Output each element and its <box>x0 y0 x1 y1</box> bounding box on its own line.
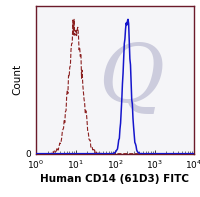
X-axis label: Human CD14 (61D3) FITC: Human CD14 (61D3) FITC <box>40 174 190 184</box>
Y-axis label: Count: Count <box>13 64 23 95</box>
Text: Q: Q <box>98 41 164 119</box>
